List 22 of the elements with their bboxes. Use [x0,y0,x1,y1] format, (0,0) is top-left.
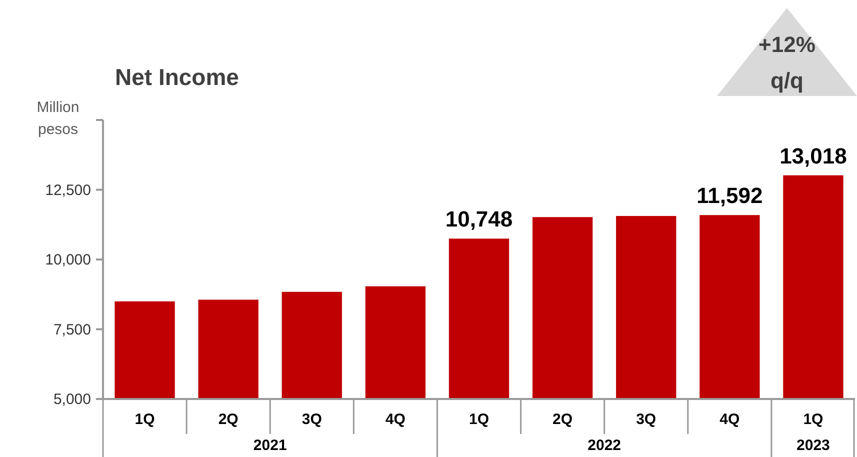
data-label: 13,018 [780,143,847,168]
data-label: 10,748 [445,206,513,232]
chart-title: Net Income [115,64,239,90]
x-tick-label: 1Q [134,411,156,428]
x-tick-label: 3Q [302,411,322,428]
x-tick-label: 4Q [720,411,740,428]
y-tick-label: 12,500 [45,182,91,199]
data-label: 11,592 [696,183,763,208]
x-tick-label: 3Q [636,411,656,428]
y-tick-label: 7,500 [53,321,91,338]
x-tick-label: 1Q [803,411,824,428]
x-tick-label: 4Q [385,411,406,428]
x-tick-label: 2Q [552,411,573,428]
y-tick-label: 5,000 [53,391,91,408]
text: 2023 [796,437,830,454]
text: 2022 [588,437,622,454]
triangle-badge: +12% q/q [717,8,857,96]
y-axis-title: Million pesos [36,99,80,138]
y-tick-label: 10,000 [45,252,91,268]
x-tick-label: 1Q [468,411,490,428]
text: 2021 [253,437,287,454]
x-tick-label: 2Q [218,411,239,428]
